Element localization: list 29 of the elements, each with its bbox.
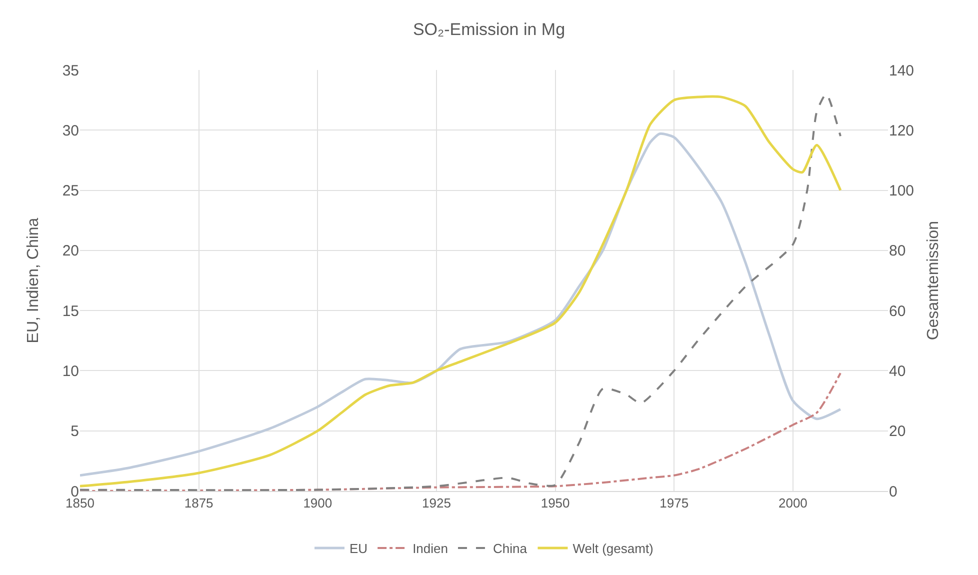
chart-title: SO₂-Emission in Mg [412, 20, 566, 39]
legend-label: China [492, 541, 528, 556]
y-tick-label: 25 [62, 182, 79, 200]
x-tick-label: 2000 [778, 496, 808, 511]
y-tick-label: 30 [62, 122, 79, 140]
x-tick-label: 1850 [66, 496, 94, 511]
y2-tick-label: 20 [889, 423, 906, 440]
y-tick-label: 15 [62, 302, 79, 320]
y2-tick-label: 120 [889, 122, 914, 140]
y2-tick-label: 100 [889, 182, 914, 200]
y2-tick-label: 60 [889, 302, 906, 320]
y2-tick-label: 80 [889, 242, 906, 260]
y2-axis-title: Gesamtemission [925, 220, 942, 340]
y-tick-label: 20 [62, 242, 79, 260]
y-tick-label: 5 [70, 423, 79, 440]
legend-label: EU [350, 541, 368, 556]
x-tick-label: 1925 [422, 496, 451, 511]
legend-label: Indien [412, 541, 448, 556]
x-tick-label: 1975 [660, 496, 689, 511]
y-axis-title: EU, Indien, China [25, 218, 42, 344]
x-tick-label: 1875 [184, 496, 214, 511]
y2-tick-label: 40 [889, 362, 906, 380]
x-tick-label: 1950 [540, 496, 570, 511]
y-tick-label: 10 [62, 362, 79, 380]
y-tick-label: 35 [62, 62, 79, 80]
legend-label: Welt (gesamt) [572, 541, 654, 556]
y2-tick-label: 140 [889, 62, 914, 80]
x-tick-label: 1900 [303, 496, 332, 511]
y2-tick-label: 0 [889, 483, 898, 500]
